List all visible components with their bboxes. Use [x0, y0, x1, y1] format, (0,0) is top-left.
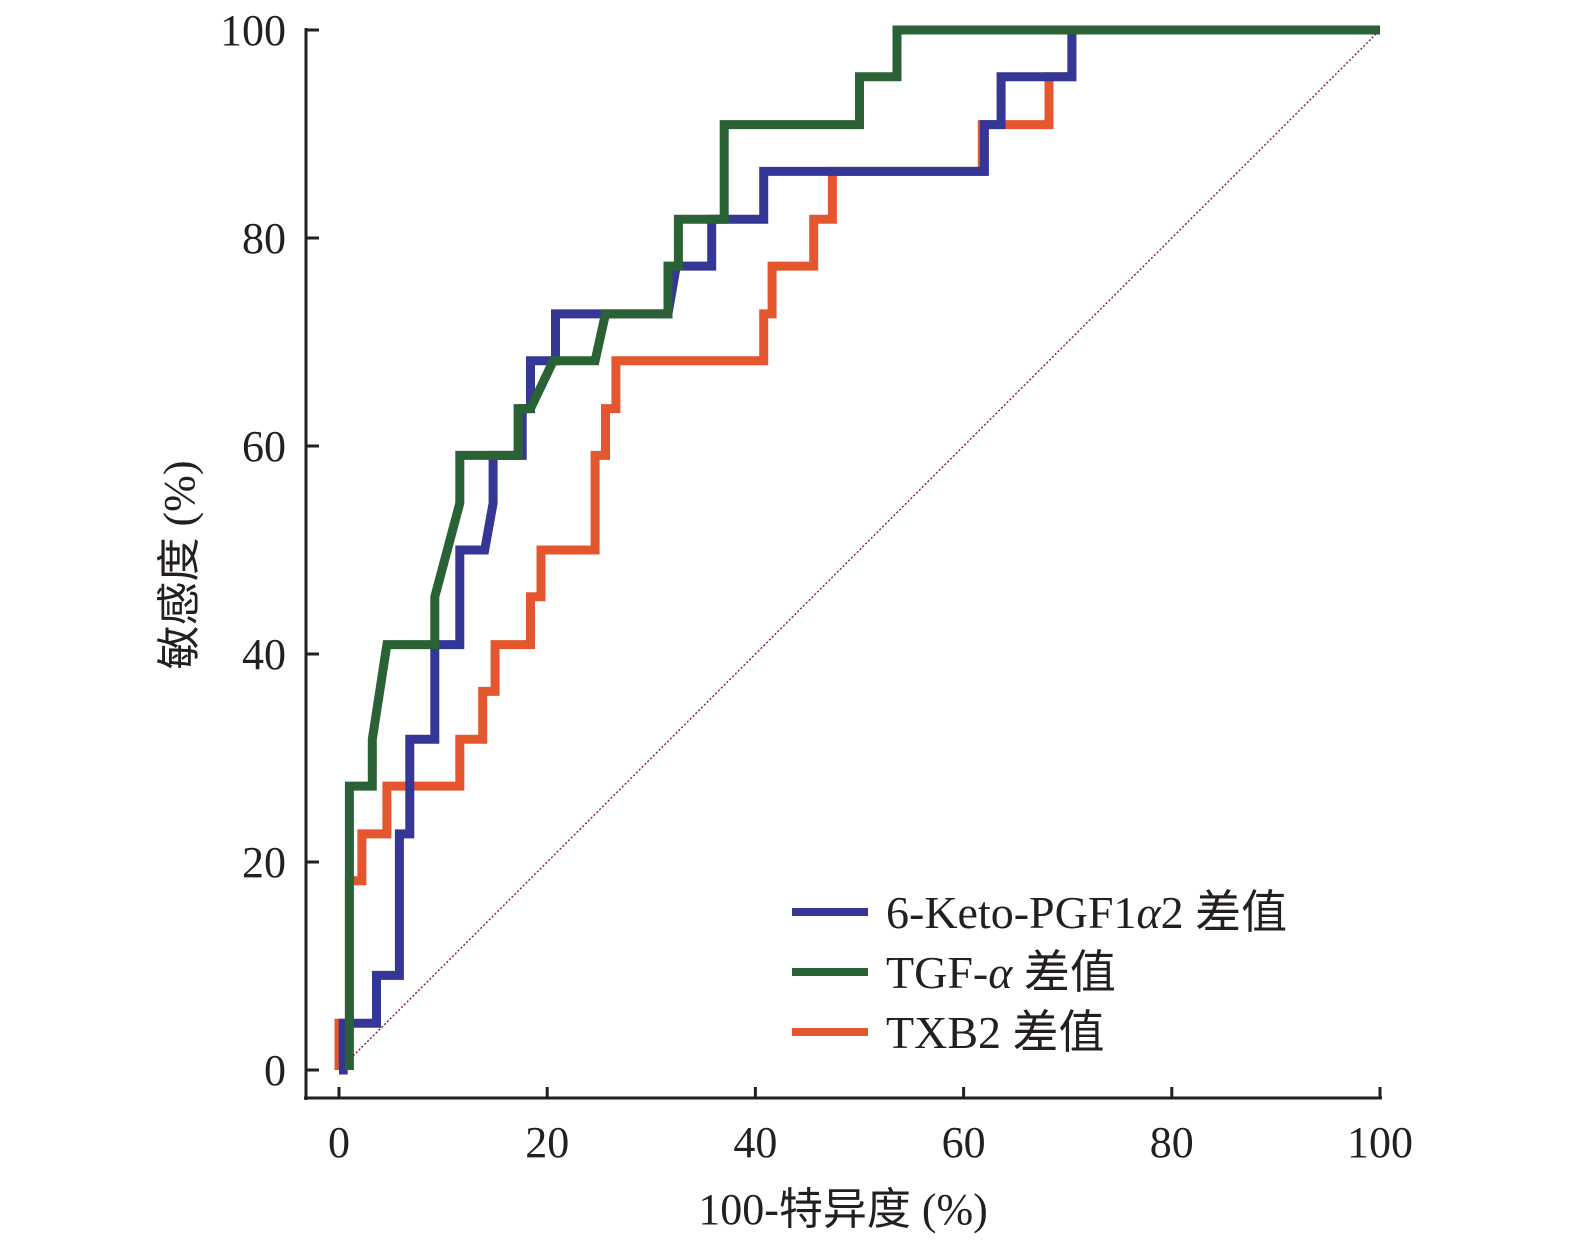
- y-tick-label: 0: [264, 1046, 286, 1095]
- x-tick-label: 40: [733, 1118, 777, 1167]
- y-tick-label: 20: [242, 838, 286, 887]
- legend: 6-Keto-PGF1α2 差值 TGF-α 差值 TXB2 差值: [792, 887, 1287, 1058]
- y-ticks: 0 20 40 60 80 100: [220, 6, 319, 1095]
- y-tick-label: 60: [242, 422, 286, 471]
- x-tick-label: 0: [328, 1118, 350, 1167]
- legend-label-1: 6-Keto-PGF1α2 差值: [886, 887, 1287, 938]
- y-tick-label: 100: [220, 6, 286, 55]
- y-tick-label: 40: [242, 630, 286, 679]
- x-tick-label: 60: [942, 1118, 986, 1167]
- y-tick-label: 80: [242, 214, 286, 263]
- x-tick-label: 20: [525, 1118, 569, 1167]
- legend-label-3: TXB2 差值: [886, 1007, 1105, 1058]
- x-tick-label: 80: [1150, 1118, 1194, 1167]
- legend-label-2: TGF-α 差值: [886, 947, 1116, 998]
- plot-area: [338, 29, 1381, 1071]
- axes: [304, 28, 1382, 1100]
- series-line-2: [344, 25, 1380, 1070]
- x-ticks: 0 20 40 60 80 100: [328, 1087, 1413, 1167]
- y-axis-title: 敏感度 (%): [155, 461, 204, 670]
- x-tick-label: 100: [1347, 1118, 1413, 1167]
- reference-diagonal-line: [338, 29, 1381, 1071]
- series-layer: [334, 25, 1380, 1075]
- x-axis-title: 100-特异度 (%): [698, 1185, 988, 1234]
